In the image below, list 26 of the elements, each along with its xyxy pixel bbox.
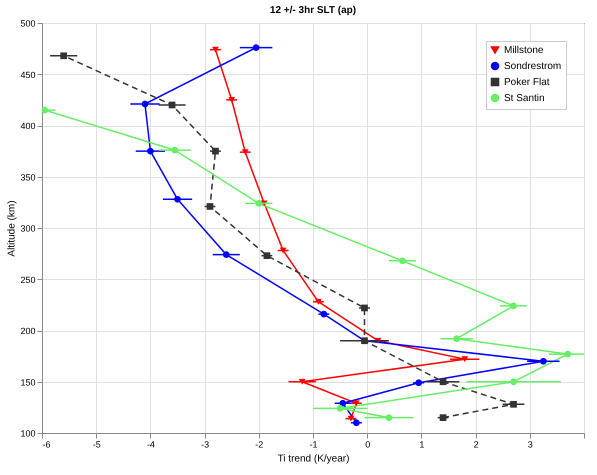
x-tick-label: 1	[419, 440, 424, 450]
y-axis-title: Altitude (km)	[6, 200, 18, 257]
y-tick-label: 200	[20, 326, 36, 336]
y-tick-label: 350	[20, 172, 36, 182]
x-axis-title: Ti trend (K/year)	[278, 454, 350, 464]
y-tick-label: 100	[20, 428, 36, 438]
chart-title: 12 +/- 3hr SLT (ap)	[270, 5, 356, 16]
y-tick-label: 300	[20, 224, 36, 234]
legend-label: St Santin	[504, 93, 545, 104]
legend-label: Poker Flat	[504, 77, 550, 88]
x-tick-label: -5	[92, 440, 101, 450]
x-tick-label: -4	[146, 440, 155, 450]
x-tick-label: 3	[528, 440, 533, 450]
x-tick-label: -1	[309, 440, 318, 450]
y-tick-label: 500	[20, 18, 36, 28]
y-tick-label: 400	[20, 121, 36, 131]
legend-label: Millstone	[504, 45, 544, 56]
x-tick-label: -6	[42, 440, 51, 450]
y-tick-label: 150	[20, 377, 36, 388]
x-tick-label: 2	[474, 440, 479, 450]
x-tick-label: -2	[255, 440, 264, 450]
legend-label: Sondrestrom	[504, 61, 562, 72]
x-tick-label: 0	[365, 440, 370, 450]
y-tick-label: 250	[20, 274, 36, 285]
x-tick-label: -3	[201, 440, 210, 450]
y-tick-label: 450	[20, 70, 36, 80]
